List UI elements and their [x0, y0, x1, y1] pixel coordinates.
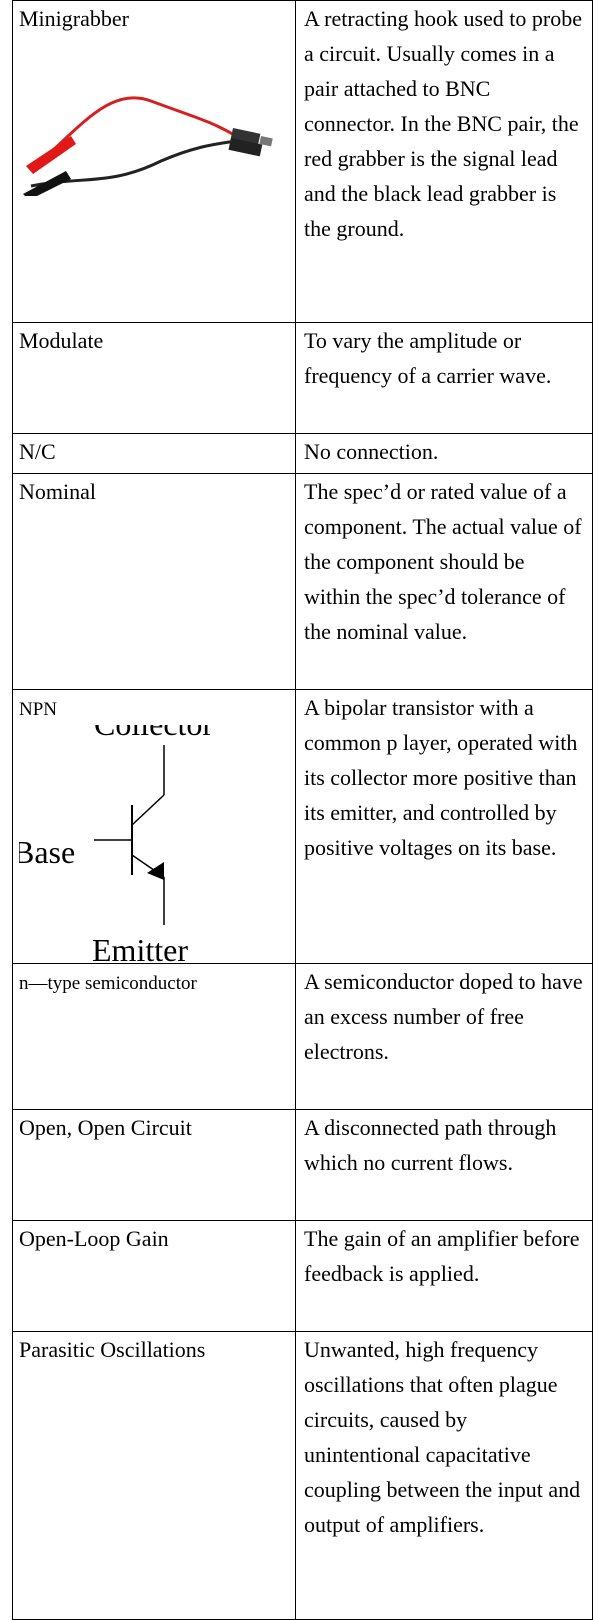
definition-cell: To vary the amplitude or frequency of a … [295, 322, 593, 434]
definition-text: The gain of an amplifier before feedback… [304, 1226, 580, 1286]
term-text: Open-Loop Gain [19, 1226, 169, 1251]
definition-cell: No connection. [295, 433, 593, 474]
definition-text: Unwanted, high frequency oscillations th… [304, 1337, 581, 1537]
table-row: Open-Loop Gain The gain of an amplifier b… [12, 1220, 593, 1332]
term-cell: Open-Loop Gain [12, 1220, 296, 1332]
table-body: Minigrabber A retracting hook used to pr… [12, 0, 593, 1620]
table-row: NPN Collector Base Emitter A bipolar transi… [12, 689, 593, 964]
term-text: Nominal [19, 479, 96, 504]
definition-text: A retracting hook used to probe a circui… [304, 6, 582, 241]
table-row: Parasitic Oscillations Unwanted, high fre… [12, 1331, 593, 1620]
term-cell: Open, Open Circuit [12, 1109, 296, 1221]
table-row: Modulate To vary the amplitude or frequen… [12, 322, 593, 434]
definition-text: A disconnected path through which no cur… [304, 1115, 557, 1175]
minigrabber-photo [23, 96, 273, 196]
definition-cell: The spec’d or rated value of a component… [295, 473, 593, 690]
term-cell: Minigrabber [12, 0, 296, 323]
term-cell: Nominal [12, 473, 296, 690]
term-text: Parasitic Oscillations [19, 1337, 206, 1362]
definition-cell: A semiconductor doped to have an excess … [295, 963, 593, 1110]
definition-text: The spec’d or rated value of a component… [304, 479, 582, 644]
npn-diagram: Collector Base Emitter [19, 725, 213, 963]
diagram-label: Emitter [92, 932, 188, 963]
term-text: Minigrabber [19, 6, 129, 31]
definition-cell: A disconnected path through which no cur… [295, 1109, 593, 1221]
definition-cell: A retracting hook used to probe a circui… [295, 0, 593, 323]
definition-text: To vary the amplitude or frequency of a … [304, 328, 552, 388]
table-row: Minigrabber A retracting hook used to pr… [12, 0, 593, 323]
definition-cell: The gain of an amplifier before feedback… [295, 1220, 593, 1332]
term-text: N/C [19, 439, 56, 464]
diagram-label: Collector [94, 725, 213, 742]
glossary-table: Minigrabber A retracting hook used to pr… [12, 0, 593, 1620]
term-text: Modulate [19, 328, 104, 353]
term-text: n—type semiconductor [19, 973, 197, 994]
table-row: n—type semiconductor A semiconductor dope… [12, 963, 593, 1110]
definition-text: A bipolar transistor with a common p lay… [304, 695, 578, 860]
definition-cell: A bipolar transistor with a common p lay… [295, 689, 593, 964]
term-cell: NPN Collector Base Emitter [12, 689, 296, 964]
term-cell: N/C [12, 433, 296, 474]
term-text: Open, Open Circuit [19, 1115, 192, 1140]
diagram-label: Base [19, 834, 75, 870]
definition-cell: Unwanted, high frequency oscillations th… [295, 1331, 593, 1620]
term-cell: Parasitic Oscillations [12, 1331, 296, 1620]
table-row: Open, Open Circuit A disconnected path th… [12, 1109, 593, 1221]
term-text: NPN [19, 699, 58, 720]
term-cell: Modulate [12, 322, 296, 434]
table-row: Nominal The spec’d or rated value of a co… [12, 473, 593, 690]
definition-text: No connection. [304, 439, 439, 464]
term-cell: n—type semiconductor [12, 963, 296, 1110]
table-row: N/C No connection. [12, 433, 593, 474]
definition-text: A semiconductor doped to have an excess … [304, 969, 583, 1064]
